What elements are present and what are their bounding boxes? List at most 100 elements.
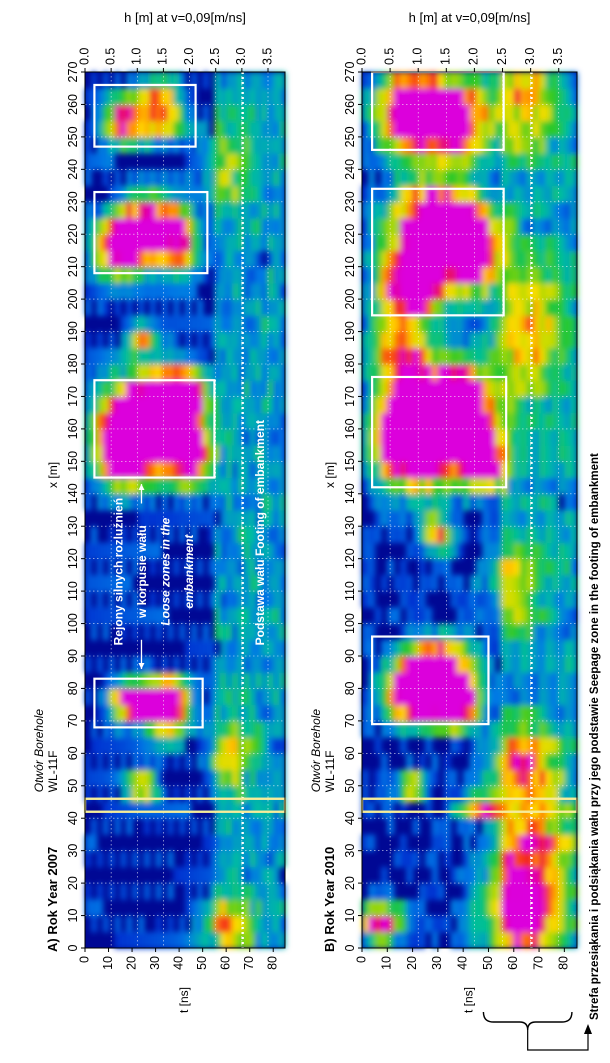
heatmap-cell	[450, 737, 458, 754]
heatmap-cell	[114, 818, 121, 836]
heatmap-cell	[102, 737, 110, 754]
heatmap-cell	[380, 445, 388, 462]
heatmap-cell	[494, 558, 502, 576]
heatmap-cell	[570, 88, 578, 106]
heatmap-cell	[444, 915, 452, 933]
heatmap-cell	[102, 704, 110, 722]
heatmap-cell	[558, 72, 565, 89]
panel-b-h-axis-label: h [m] at v=0,09[m/ns]	[409, 10, 531, 25]
heatmap-cell	[108, 720, 116, 738]
heatmap-cell	[412, 380, 420, 398]
heatmap-cell	[501, 412, 509, 430]
heatmap-cell	[249, 250, 257, 268]
heatmap-cell	[380, 704, 388, 722]
heatmap-cell	[220, 396, 227, 414]
heatmap-cell	[226, 915, 233, 933]
heatmap-cell	[425, 672, 433, 690]
heatmap-cell	[149, 299, 157, 316]
heatmap-cell	[190, 510, 198, 527]
heatmap-cell	[208, 477, 216, 495]
heatmap-cell	[261, 88, 268, 106]
heatmap-cell	[488, 607, 496, 625]
heatmap-cell	[243, 396, 251, 414]
heatmap-cell	[261, 931, 268, 949]
heatmap-cell	[564, 915, 572, 933]
heatmap-cell	[456, 510, 464, 527]
heatmap-cell	[520, 104, 528, 122]
heatmap-cell	[469, 720, 477, 738]
heatmap-cell	[132, 461, 139, 479]
heatmap-cell	[243, 380, 251, 398]
heatmap-cell	[513, 850, 521, 868]
heatmap-cell	[185, 315, 192, 333]
heatmap-cell	[475, 185, 483, 203]
heatmap-cell	[155, 461, 163, 479]
heatmap-cell	[114, 802, 121, 819]
heatmap-cell	[237, 526, 245, 544]
heatmap-cell	[143, 737, 151, 754]
heatmap-cell	[425, 769, 433, 787]
heatmap-cell	[463, 315, 471, 333]
heatmap-cell	[444, 558, 452, 576]
heatmap-cell	[475, 720, 483, 738]
heatmap-cell	[418, 445, 426, 462]
heatmap-cell	[173, 218, 180, 235]
heatmap-cell	[179, 477, 186, 495]
heatmap-cell	[488, 850, 496, 868]
heatmap-cell	[507, 282, 515, 300]
heatmap-cell	[520, 656, 528, 673]
heatmap-cell	[513, 493, 521, 511]
heatmap-cell	[551, 623, 559, 641]
heatmap-cell	[532, 185, 540, 203]
heatmap-cell	[114, 737, 121, 754]
heatmap-cell	[450, 542, 458, 560]
heatmap-cell	[120, 412, 127, 430]
heatmap-cell	[399, 785, 407, 803]
heatmap-cell	[255, 753, 263, 771]
seepage-arrow-head	[584, 1024, 592, 1034]
heatmap-cell	[558, 883, 565, 900]
heatmap-cell	[173, 866, 180, 884]
x-tick-label: 90	[343, 649, 357, 663]
heatmap-cell	[108, 785, 116, 803]
heatmap-cell	[208, 704, 216, 722]
heatmap-cell	[226, 704, 233, 722]
heatmap-cell	[243, 461, 251, 479]
heatmap-cell	[220, 834, 227, 852]
heatmap-cell	[507, 315, 515, 333]
heatmap-cell	[273, 315, 280, 333]
heatmap-cell	[226, 558, 233, 576]
heatmap-cell	[155, 542, 163, 560]
heatmap-cell	[108, 201, 116, 219]
heatmap-cell	[469, 883, 477, 900]
heatmap-cell	[132, 250, 139, 268]
heatmap-cell	[539, 185, 546, 203]
heatmap-cell	[520, 510, 528, 527]
heatmap-cell	[126, 396, 133, 414]
heatmap-cell	[482, 704, 490, 722]
x-tick-label: 50	[66, 779, 80, 793]
heatmap-cell	[167, 218, 174, 235]
heatmap-cell	[545, 866, 553, 884]
anomaly-box	[93, 677, 204, 729]
heatmap-cell	[494, 688, 502, 706]
heatmap-cell	[102, 104, 110, 122]
heatmap-cell	[539, 688, 546, 706]
heatmap-cell	[232, 672, 239, 690]
heatmap-cell	[179, 866, 186, 884]
heatmap-cell	[96, 493, 104, 511]
heatmap-cell	[220, 120, 227, 138]
heatmap-cell	[551, 428, 559, 446]
heatmap-cell	[545, 753, 553, 771]
heatmap-cell	[482, 347, 490, 365]
heatmap-cell	[114, 769, 121, 787]
heatmap-cell	[220, 639, 227, 657]
heatmap-cell	[102, 299, 110, 316]
heatmap-cell	[399, 574, 407, 592]
heatmap-cell	[273, 753, 280, 771]
heatmap-cell	[196, 185, 204, 203]
heatmap-cell	[249, 299, 257, 316]
heatmap-cell	[214, 250, 221, 268]
heatmap-cell	[126, 380, 133, 398]
heatmap-cell	[267, 331, 274, 349]
